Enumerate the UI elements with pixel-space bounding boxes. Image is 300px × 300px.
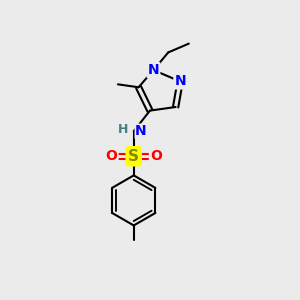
Text: H: H [118,123,128,136]
Text: O: O [150,149,162,163]
Text: N: N [148,63,159,77]
Text: O: O [106,149,118,163]
Text: S: S [128,149,139,164]
Text: N: N [174,74,186,88]
Text: N: N [135,124,147,138]
